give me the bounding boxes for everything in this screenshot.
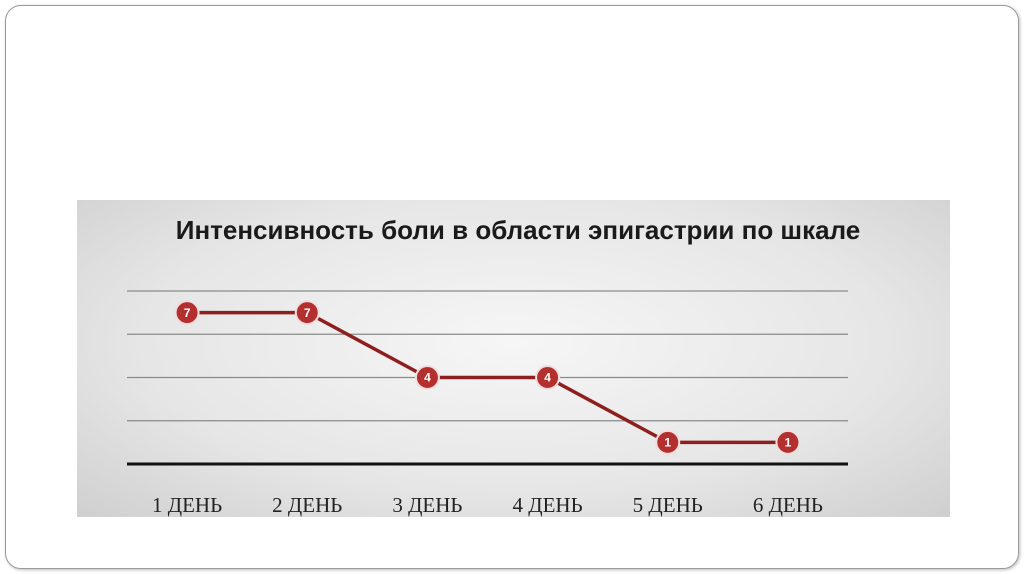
data-label: 7	[184, 306, 191, 320]
slide-frame	[5, 5, 1019, 569]
x-tick-label: 3 ДЕНЬ	[392, 493, 462, 517]
x-tick-label: 6 ДЕНЬ	[753, 493, 823, 517]
data-point	[174, 300, 200, 326]
chart: 1 ДЕНЬ 2 ДЕНЬ 3 ДЕНЬ 4 ДЕНЬ 5 ДЕНЬ 6 ДЕНЬ 7 7 4 4…	[77, 200, 950, 517]
data-label: 1	[785, 436, 792, 450]
data-point	[535, 365, 561, 390]
data-point	[655, 429, 681, 455]
data-label: 1	[664, 436, 671, 450]
chart-title: Интенсивность боли в области эпигастрии …	[175, 215, 861, 245]
chart-svg: 1 ДЕНЬ 2 ДЕНЬ 3 ДЕНЬ 4 ДЕНЬ 5 ДЕНЬ 6 ДЕНЬ 7 7 4 4…	[127, 290, 848, 517]
data-label: 7	[304, 306, 311, 320]
data-label: 4	[544, 371, 551, 385]
data-line	[187, 310, 788, 445]
data-point	[294, 300, 320, 326]
x-tick-label: 2 ДЕНЬ	[272, 493, 342, 517]
x-tick-label: 5 ДЕНЬ	[633, 493, 703, 517]
x-tick-label: 4 ДЕНЬ	[513, 493, 583, 517]
data-point	[414, 365, 440, 390]
data-point	[775, 429, 801, 455]
x-tick-label: 1 ДЕНЬ	[152, 493, 222, 517]
data-label: 4	[424, 371, 431, 385]
